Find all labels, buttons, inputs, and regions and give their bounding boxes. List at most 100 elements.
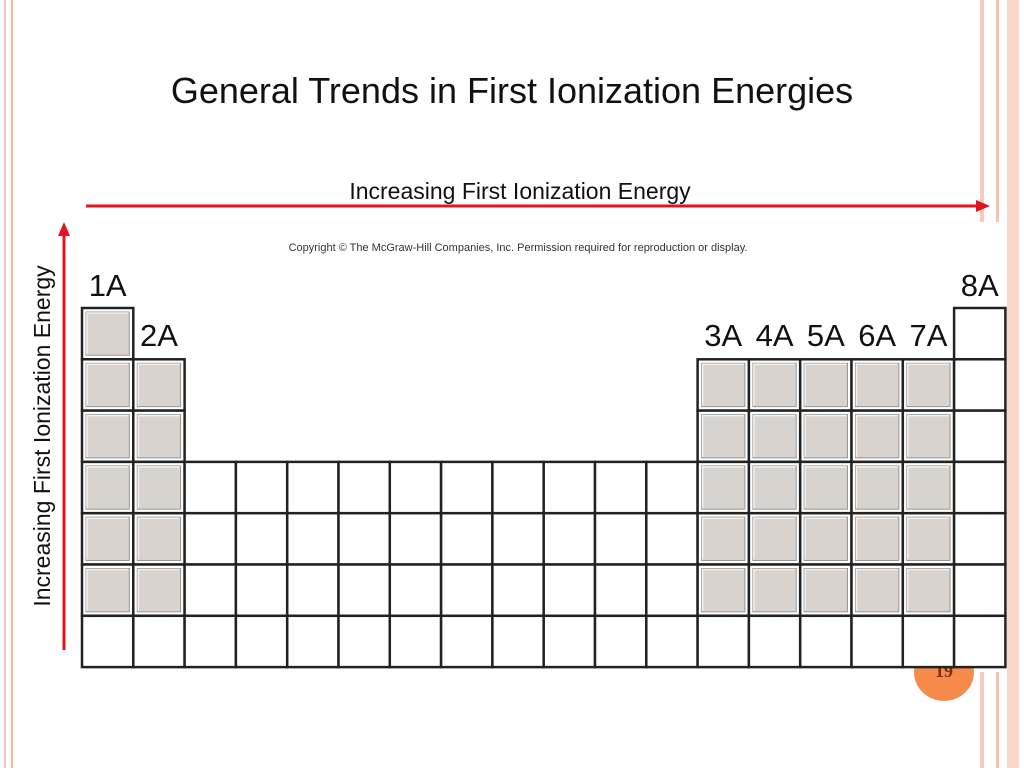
element-cell xyxy=(337,460,392,515)
group-label-1a: 1A xyxy=(89,268,127,303)
element-cell xyxy=(183,460,238,515)
element-cell xyxy=(337,614,392,669)
periodic-table-cells xyxy=(80,306,1007,669)
element-cell xyxy=(132,409,186,464)
element-cell xyxy=(798,614,853,669)
element-cell xyxy=(901,358,956,412)
element-cell xyxy=(542,460,597,515)
element-cell xyxy=(696,563,751,618)
horizontal-arrow-head xyxy=(976,200,990,212)
element-cell xyxy=(798,563,853,618)
element-cell xyxy=(850,614,905,669)
element-cell xyxy=(132,358,186,412)
element-cell xyxy=(747,563,802,618)
element-cell xyxy=(80,614,135,669)
element-cell xyxy=(952,614,1007,669)
element-cell xyxy=(439,511,494,566)
element-cell xyxy=(388,460,443,515)
element-cell xyxy=(798,460,853,515)
element-cell xyxy=(132,511,186,566)
element-cell xyxy=(542,614,597,669)
element-cell xyxy=(901,460,956,515)
horizontal-arrow-label: Increasing First Ionization Energy xyxy=(349,178,691,204)
element-cell xyxy=(337,511,392,566)
element-cell xyxy=(491,614,545,669)
element-cell xyxy=(132,614,186,669)
element-cell xyxy=(593,460,648,515)
trend-arrows xyxy=(58,200,990,650)
element-cell xyxy=(234,511,289,566)
element-cell xyxy=(747,358,802,412)
element-cell xyxy=(798,409,853,464)
left-decorative-border xyxy=(0,0,13,768)
element-cell xyxy=(234,460,289,515)
group-labels: 1A 2A 3A 4A 5A 6A 7A 8A xyxy=(89,268,999,353)
slide-title: General Trends in First Ionization Energ… xyxy=(170,70,854,111)
element-cell xyxy=(696,511,751,566)
element-cell xyxy=(645,460,699,515)
element-cell xyxy=(696,409,751,464)
element-cell xyxy=(491,563,545,618)
element-cell xyxy=(952,409,1007,464)
group-label-6a: 6A xyxy=(858,318,896,353)
element-cell xyxy=(388,511,443,566)
vertical-arrow-head xyxy=(58,222,70,236)
element-cell xyxy=(183,563,238,618)
element-cell xyxy=(747,614,802,669)
element-cell xyxy=(80,358,135,412)
element-cell xyxy=(542,563,597,618)
element-cell xyxy=(696,614,751,669)
element-cell xyxy=(234,614,289,669)
element-cell xyxy=(439,614,494,669)
element-cell xyxy=(439,563,494,618)
copyright-notice: Copyright © The McGraw-Hill Companies, I… xyxy=(288,242,748,254)
element-cell xyxy=(491,460,545,515)
element-cell xyxy=(337,563,392,618)
element-cell xyxy=(234,563,289,618)
element-cell xyxy=(952,460,1007,515)
element-cell xyxy=(285,511,340,566)
group-label-7a: 7A xyxy=(909,318,947,353)
element-cell xyxy=(285,563,340,618)
element-cell xyxy=(388,563,443,618)
element-cell xyxy=(80,409,135,464)
element-cell xyxy=(696,358,751,412)
element-cell xyxy=(132,460,186,515)
element-cell xyxy=(388,614,443,669)
element-cell xyxy=(80,460,135,515)
element-cell xyxy=(952,563,1007,618)
group-label-5a: 5A xyxy=(807,318,845,353)
element-cell xyxy=(850,460,905,515)
element-cell xyxy=(491,511,545,566)
element-cell xyxy=(645,511,699,566)
element-cell xyxy=(183,614,238,669)
group-label-3a: 3A xyxy=(704,318,742,353)
element-cell xyxy=(285,460,340,515)
element-cell xyxy=(747,460,802,515)
element-cell xyxy=(542,511,597,566)
element-cell xyxy=(696,460,751,515)
element-cell xyxy=(901,563,956,618)
group-label-2a: 2A xyxy=(140,318,178,353)
element-cell xyxy=(747,409,802,464)
group-label-8a: 8A xyxy=(961,268,999,303)
element-cell xyxy=(798,358,853,412)
element-cell xyxy=(952,511,1007,566)
element-cell xyxy=(183,511,238,566)
element-cell xyxy=(850,563,905,618)
element-cell xyxy=(645,614,699,669)
element-cell xyxy=(645,563,699,618)
element-cell xyxy=(439,460,494,515)
element-cell xyxy=(593,614,648,669)
element-cell xyxy=(901,511,956,566)
element-cell xyxy=(80,511,135,566)
element-cell xyxy=(80,563,135,618)
element-cell xyxy=(850,358,905,412)
element-cell xyxy=(593,563,648,618)
element-cell xyxy=(952,306,1007,361)
element-cell xyxy=(285,614,340,669)
element-cell xyxy=(132,563,186,618)
group-label-4a: 4A xyxy=(756,318,794,353)
element-cell xyxy=(593,511,648,566)
